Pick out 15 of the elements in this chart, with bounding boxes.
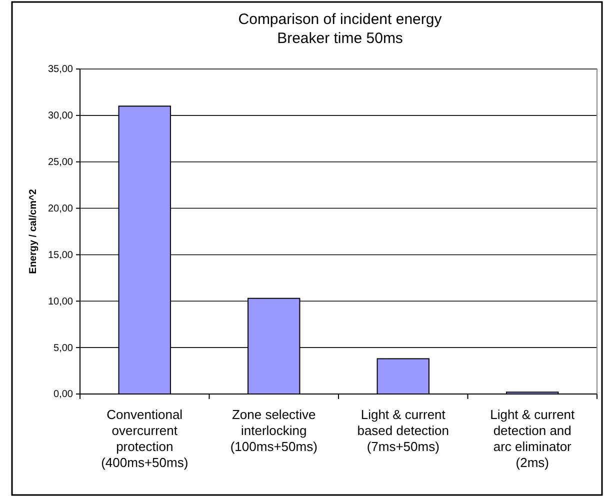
- y-tick-label: 25,00: [48, 157, 74, 168]
- y-tick-label: 10,00: [48, 296, 74, 308]
- y-tick-label: 15,00: [48, 250, 74, 261]
- y-tick-label: 35,00: [48, 64, 74, 76]
- y-tick-label: 30,00: [48, 110, 74, 122]
- y-tick-label: 0,00: [54, 389, 74, 400]
- y-tick-label: 5,00: [54, 342, 74, 354]
- x-tick-label: Zone selective interlocking (100ms+50ms): [230, 407, 318, 454]
- y-axis-title: Energy / cal/cm^2: [28, 188, 39, 274]
- y-tick-label: 20,00: [48, 203, 74, 214]
- chart-title: Comparison of incident energy: [238, 11, 442, 28]
- x-tick-label: Light & current based detection (7ms+50ms): [357, 407, 450, 454]
- x-tick-label: Conventional overcurrent protection (400ms+50ms): [101, 407, 188, 470]
- x-tick-label: Light & current detection and arc eliminator (2ms): [490, 407, 576, 470]
- chart-subtitle: Breaker time 50ms: [277, 30, 403, 47]
